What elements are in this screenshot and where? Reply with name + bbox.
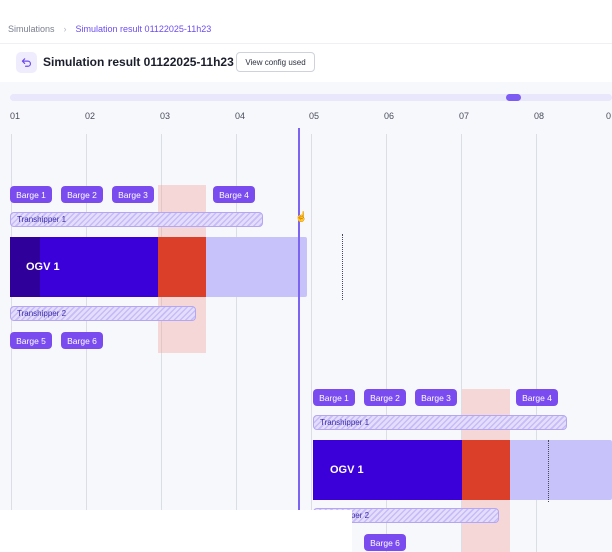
- back-arrow-icon: [21, 57, 31, 67]
- tick-label: 01: [10, 111, 21, 121]
- gridline: [386, 134, 387, 552]
- tick-label: 07: [459, 111, 470, 121]
- barge-2-bar[interactable]: Barge 2: [364, 389, 406, 406]
- ogv-1-bar[interactable]: [313, 440, 462, 500]
- gridline: [236, 134, 237, 552]
- ogv-1-berth-segment[interactable]: [462, 440, 510, 500]
- gridline: [536, 134, 537, 552]
- barge-3-bar[interactable]: Barge 3: [415, 389, 457, 406]
- breadcrumb: Simulations › Simulation result 01122025…: [8, 22, 211, 36]
- dotted-marker: [548, 440, 549, 502]
- horizontal-scrollbar-thumb[interactable]: [506, 94, 521, 101]
- dotted-marker: [342, 234, 343, 300]
- breadcrumb-simulations-link[interactable]: Simulations: [8, 24, 55, 34]
- page-title: Simulation result 01122025-11h23: [43, 55, 234, 69]
- barge-4-bar[interactable]: Barge 4: [213, 186, 255, 203]
- gantt-timeline[interactable]: 01 02 03 04 05 06 07 08 0 Barge 1 Barge …: [0, 82, 612, 552]
- view-config-button[interactable]: View config used: [236, 52, 315, 72]
- transhipper-2-bar[interactable]: Transhipper 2: [10, 306, 196, 321]
- transhipper-1-bar[interactable]: Transhipper 1: [313, 415, 567, 430]
- tick-label: 08: [534, 111, 545, 121]
- tick-label: 0: [606, 111, 612, 121]
- tick-label: 05: [309, 111, 320, 121]
- gridline: [461, 134, 462, 552]
- barge-3-bar[interactable]: Barge 3: [112, 186, 154, 203]
- divider: [0, 43, 612, 44]
- barge-5-bar[interactable]: Barge 5: [10, 332, 52, 349]
- page-header: Simulation result 01122025-11h23: [16, 51, 234, 73]
- tick-label: 04: [235, 111, 246, 121]
- barge-1-bar[interactable]: Barge 1: [10, 186, 52, 203]
- barge-6-bar[interactable]: Barge 6: [61, 332, 103, 349]
- barge-2-bar[interactable]: Barge 2: [61, 186, 103, 203]
- chevron-right-icon: ›: [63, 24, 67, 34]
- breadcrumb-current: Simulation result 01122025-11h23: [75, 24, 212, 34]
- barge-1-bar[interactable]: Barge 1: [313, 389, 355, 406]
- cursor-icon: ☝: [295, 212, 308, 223]
- tick-label: 03: [160, 111, 171, 121]
- ogv-1-label: OGV 1: [26, 261, 60, 273]
- back-button[interactable]: [16, 51, 37, 73]
- barge-4-bar[interactable]: Barge 4: [516, 389, 558, 406]
- transhipper-1-bar[interactable]: Transhipper 1: [10, 212, 263, 227]
- ogv-1-prep-segment: [10, 237, 40, 297]
- gridline: [311, 134, 312, 552]
- ogv-1-label: OGV 1: [330, 464, 364, 476]
- ogv-1-berth-segment[interactable]: [158, 237, 206, 297]
- current-time-line[interactable]: [298, 128, 300, 552]
- tick-label: 06: [384, 111, 395, 121]
- gridline: [161, 134, 162, 552]
- tick-label: 02: [85, 111, 96, 121]
- horizontal-scrollbar-track[interactable]: [10, 94, 612, 101]
- overlay-panel: [0, 510, 352, 552]
- barge-6-bar[interactable]: Barge 6: [364, 534, 406, 551]
